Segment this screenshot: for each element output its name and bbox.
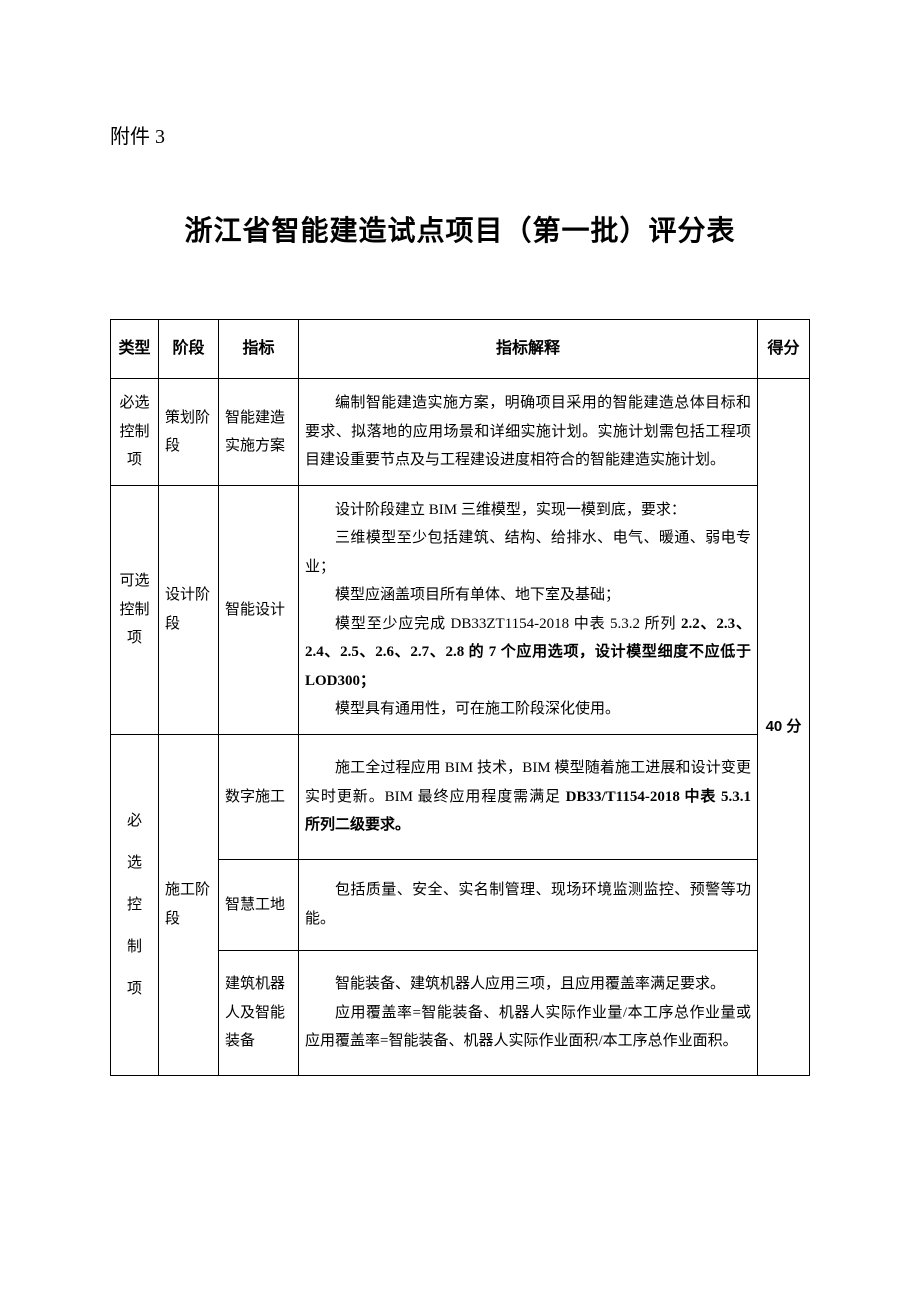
type-required-1: 必选控制项: [111, 379, 159, 486]
desc-digital: 施工全过程应用 BIM 技术，BIM 模型随着施工进展和设计变更实时更新。BIM…: [299, 734, 758, 859]
header-stage: 阶段: [159, 320, 219, 379]
desc-smartsite: 包括质量、安全、实名制管理、现场环境监测监控、预警等功能。: [299, 859, 758, 950]
table-row: 可选控制项 设计阶段 智能设计 设计阶段建立 BIM 三维模型，实现一模到底，要…: [111, 485, 810, 734]
stage-construction: 施工阶段: [159, 734, 219, 1075]
type-required-2: 必 选 控 制 项: [111, 734, 159, 1075]
table-row: 必选控制项 策划阶段 智能建造实施方案 编制智能建造实施方案，明确项目采用的智能…: [111, 379, 810, 486]
desc-plan: 编制智能建造实施方案，明确项目采用的智能建造总体目标和要求、拟落地的应用场景和详…: [299, 379, 758, 486]
desc-design: 设计阶段建立 BIM 三维模型，实现一模到底，要求： 三维模型至少包括建筑、结构…: [299, 485, 758, 734]
header-type: 类型: [111, 320, 159, 379]
stage-planning: 策划阶段: [159, 379, 219, 486]
type-optional: 可选控制项: [111, 485, 159, 734]
header-indicator: 指标: [219, 320, 299, 379]
attachment-label: 附件 3: [110, 120, 810, 149]
indicator-design: 智能设计: [219, 485, 299, 734]
score-cell: 40 分: [758, 379, 810, 1076]
table-header-row: 类型 阶段 指标 指标解释 得分: [111, 320, 810, 379]
header-desc: 指标解释: [299, 320, 758, 379]
table-row: 必 选 控 制 项 施工阶段 数字施工 施工全过程应用 BIM 技术，BIM 模…: [111, 734, 810, 859]
score-table: 类型 阶段 指标 指标解释 得分 必选控制项 策划阶段 智能建造实施方案 编制智…: [110, 319, 810, 1076]
page-title: 浙江省智能建造试点项目（第一批）评分表: [110, 209, 810, 249]
indicator-digital: 数字施工: [219, 734, 299, 859]
indicator-robot: 建筑机器人及智能装备: [219, 951, 299, 1076]
indicator-smartsite: 智慧工地: [219, 859, 299, 950]
stage-design: 设计阶段: [159, 485, 219, 734]
header-score: 得分: [758, 320, 810, 379]
indicator-plan: 智能建造实施方案: [219, 379, 299, 486]
desc-robot: 智能装备、建筑机器人应用三项，且应用覆盖率满足要求。 应用覆盖率=智能装备、机器…: [299, 951, 758, 1076]
